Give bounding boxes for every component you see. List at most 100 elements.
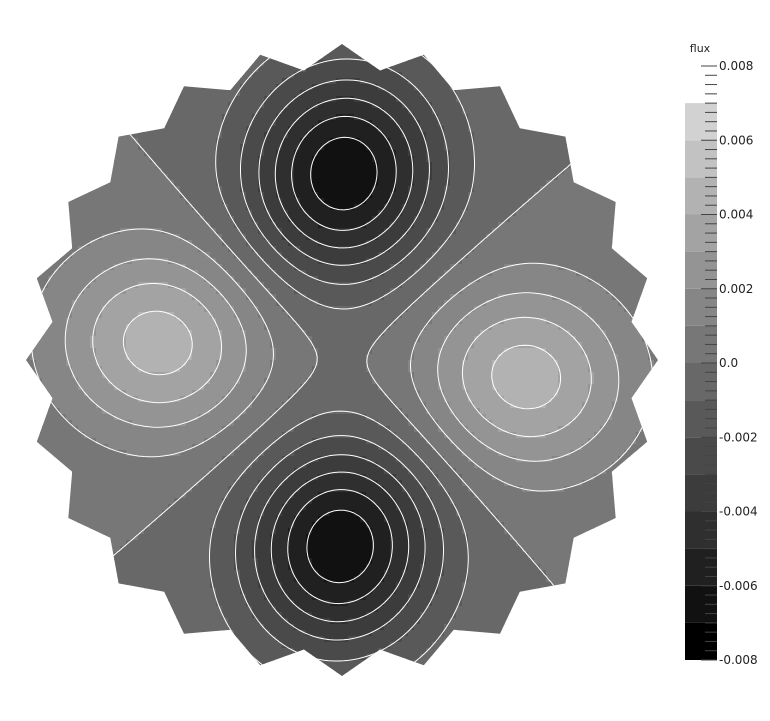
flux-cell <box>300 96 307 103</box>
flux-cell <box>570 192 577 199</box>
flux-cell <box>312 174 319 181</box>
flux-cell <box>426 354 433 361</box>
flux-cell <box>444 102 451 109</box>
flux-cell <box>360 288 367 295</box>
flux-cell <box>516 240 523 247</box>
flux-cell <box>186 162 193 169</box>
flux-cell <box>402 264 409 271</box>
flux-cell <box>156 144 163 151</box>
flux-cell <box>264 342 271 349</box>
flux-cell <box>198 228 205 235</box>
flux-cell <box>216 252 223 259</box>
flux-cell <box>156 168 163 175</box>
flux-cell <box>270 372 277 379</box>
flux-cell <box>426 108 433 115</box>
flux-cell <box>330 180 337 187</box>
flux-cell <box>588 306 595 313</box>
flux-cell <box>324 132 331 139</box>
flux-cell <box>324 306 331 313</box>
flux-cell <box>78 342 85 349</box>
flux-cell <box>102 354 109 361</box>
flux-cell <box>276 282 283 289</box>
flux-cell <box>168 324 175 331</box>
flux-cell <box>150 276 157 283</box>
flux-cell <box>390 276 397 283</box>
flux-cell <box>492 294 499 301</box>
flux-cell <box>246 348 253 355</box>
flux-cell <box>288 288 295 295</box>
flux-cell <box>654 306 658 313</box>
flux-cell <box>114 306 121 313</box>
flux-cell <box>654 342 658 349</box>
flux-cell <box>636 306 643 313</box>
flux-cell <box>252 72 259 79</box>
flux-cell <box>540 348 547 355</box>
flux-cell <box>390 216 397 223</box>
flux-cell <box>396 60 403 67</box>
flux-cell <box>270 126 277 133</box>
flux-cell <box>288 348 295 355</box>
flux-cell <box>234 78 241 85</box>
flux-cell <box>354 192 361 199</box>
flux-cell <box>174 144 181 151</box>
flux-cell <box>432 126 439 133</box>
flux-cell <box>510 120 517 127</box>
flux-cell <box>324 264 331 271</box>
flux-cell <box>540 288 547 295</box>
flux-cell <box>420 168 427 175</box>
flux-cell <box>144 318 151 325</box>
flux-cell <box>168 168 175 175</box>
flux-cell <box>216 198 223 205</box>
flux-cell <box>606 246 613 253</box>
flux-cell <box>378 384 385 391</box>
flux-cell <box>420 186 427 193</box>
flux-cell <box>108 162 115 169</box>
flux-cell <box>444 72 451 79</box>
flux-cell <box>360 138 367 145</box>
flux-cell <box>126 204 133 211</box>
flux-cell <box>540 228 547 235</box>
flux-cell <box>144 300 151 307</box>
flux-cell <box>192 306 199 313</box>
flux-cell <box>594 222 601 229</box>
flux-cell <box>384 150 391 157</box>
flux-cell <box>138 132 145 139</box>
flux-cell <box>588 174 595 181</box>
flux-cell <box>414 198 421 205</box>
flux-cell <box>432 60 439 67</box>
flux-cell <box>84 288 91 295</box>
flux-cell <box>150 270 157 277</box>
flux-cell <box>420 270 427 277</box>
flux-cell <box>222 222 229 229</box>
flux-cell <box>522 126 529 133</box>
flux-cell <box>468 264 475 271</box>
flux-cell <box>168 336 175 343</box>
flux-cell <box>312 150 319 157</box>
flux-cell <box>378 102 385 109</box>
flux-cell <box>420 366 427 373</box>
flux-cell <box>336 216 343 223</box>
flux-cell <box>324 84 331 91</box>
flux-cell <box>60 318 67 325</box>
flux-cell <box>564 246 571 253</box>
flux-cell <box>288 378 295 385</box>
flux-cell <box>576 156 583 163</box>
flux-cell <box>630 330 637 337</box>
flux-cell <box>222 288 229 295</box>
flux-cell <box>480 360 487 367</box>
flux-cell <box>336 66 343 73</box>
flux-cell <box>336 222 343 229</box>
flux-cell <box>480 240 487 247</box>
flux-cell <box>600 198 607 205</box>
flux-cell <box>426 120 433 127</box>
flux-cell <box>510 198 517 205</box>
flux-cell <box>360 216 367 223</box>
flux-cell <box>366 66 373 73</box>
flux-cell <box>234 342 241 349</box>
flux-cell <box>366 366 373 373</box>
flux-cell <box>342 72 349 79</box>
flux-cell <box>240 156 247 163</box>
flux-cell <box>114 366 121 373</box>
flux-cell <box>258 186 265 193</box>
flux-cell <box>624 342 631 349</box>
